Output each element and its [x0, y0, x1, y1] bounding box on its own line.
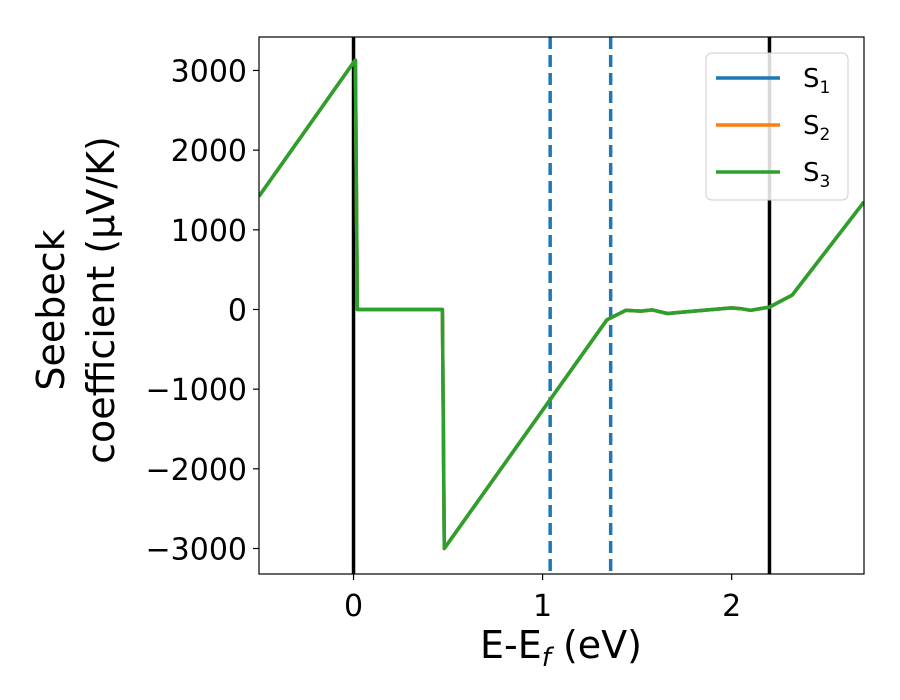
legend-label-3: S3	[803, 158, 830, 192]
x-axis: 0 1 2	[344, 574, 741, 624]
y-tick-label: −2000	[146, 453, 247, 488]
legend-label-1: S1	[803, 64, 830, 98]
plot-frame	[258, 36, 865, 575]
x-tick-label: 1	[533, 589, 552, 624]
legend: S1 S2 S3	[705, 52, 849, 201]
y-axis: 3000 2000 1000 0 −1000 −2000 −3000	[146, 54, 259, 568]
x-axis-label: E-Ef (eV)	[480, 623, 642, 673]
y-tick-label: −1000	[146, 373, 247, 408]
y-tick-label: −3000	[146, 533, 247, 568]
y-tick-label: 2000	[171, 134, 247, 169]
x-tick-label: 2	[722, 589, 741, 624]
series-lines	[259, 58, 864, 551]
y-tick-label: 0	[228, 293, 247, 328]
legend-label-2: S2	[803, 111, 830, 145]
x-tick-label: 0	[344, 589, 363, 624]
y-axis-label-line2: coefficient (μV/K)	[79, 136, 123, 464]
y-tick-label: 1000	[171, 214, 247, 249]
y-axis-label: Seebeck coefficient (μV/K)	[29, 136, 123, 464]
y-axis-label-line1: Seebeck	[29, 229, 73, 390]
series-line-3	[259, 58, 864, 551]
y-tick-label: 3000	[171, 54, 247, 89]
